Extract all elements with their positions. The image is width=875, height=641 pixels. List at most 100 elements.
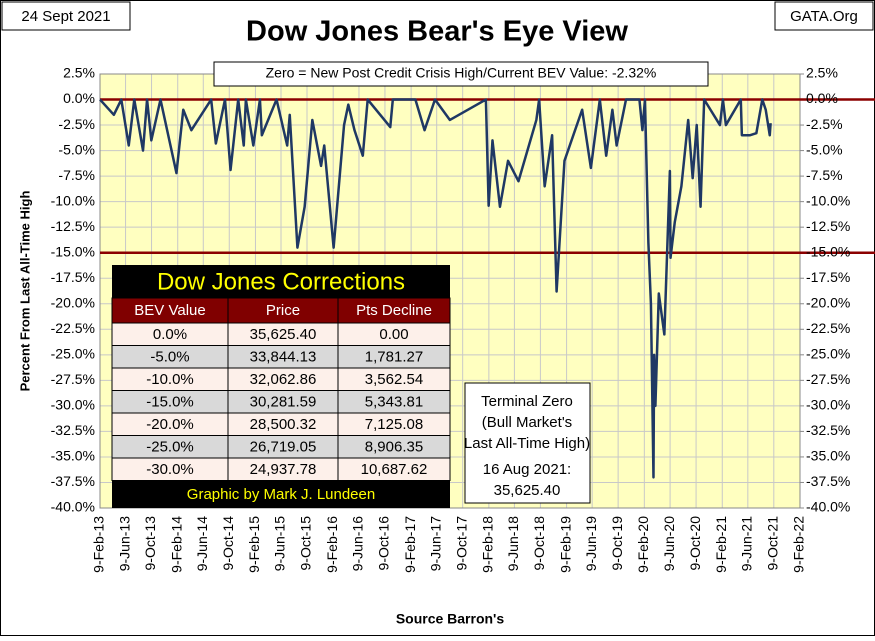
y2-tick-label: -17.5%	[806, 269, 850, 285]
table-cell-text: 0.00	[379, 326, 408, 343]
y-tick-label: 2.5%	[63, 65, 95, 81]
table-cell-text: 26,719.05	[250, 439, 317, 456]
x-tick-label: 9-Jun-19	[583, 516, 599, 571]
y-tick-label: 0.0%	[63, 90, 95, 106]
terminal-note: Terminal Zero	[481, 393, 573, 410]
y-tick-label: -32.5%	[51, 422, 95, 438]
table-cell-text: 32,062.86	[250, 371, 317, 388]
table-header: Pts Decline	[356, 302, 432, 319]
table-header: BEV Value	[134, 302, 205, 319]
y-tick-label: -15.0%	[51, 243, 95, 259]
y2-tick-label: -40.0%	[806, 499, 850, 515]
x-tick-label: 9-Feb-21	[713, 516, 729, 573]
y2-tick-label: -25.0%	[806, 346, 850, 362]
y2-tick-label: -7.5%	[806, 167, 843, 183]
y-tick-label: -40.0%	[51, 499, 95, 515]
y-tick-label: -2.5%	[58, 116, 95, 132]
y2-tick-label: -32.5%	[806, 422, 850, 438]
table-header: Price	[266, 302, 300, 319]
table-header-bg	[112, 298, 450, 323]
date-box	[1, 1, 131, 31]
x-tick-label: 9-Feb-15	[246, 516, 262, 573]
y-tick-label: -37.5%	[51, 473, 95, 489]
y-tick-label: -17.5%	[51, 269, 95, 285]
x-tick-label: 9-Feb-16	[324, 516, 340, 573]
x-tick-label: 9-Jun-17	[427, 516, 443, 571]
date-note: 16 Aug 2021:	[483, 461, 571, 478]
source-box	[774, 1, 874, 31]
source-label: GATA.Org	[790, 8, 858, 25]
x-tick-label: 9-Oct-14	[220, 516, 236, 571]
table-cell-text: -30.0%	[146, 461, 194, 478]
y-tick-label: -27.5%	[51, 371, 95, 387]
y2-tick-label: 2.5%	[806, 65, 838, 81]
table-title-bg	[112, 265, 450, 298]
x-tick-label: 9-Feb-13	[91, 516, 107, 573]
y-tick-label: -10.0%	[51, 192, 95, 208]
table-cell-text: 5,343.81	[365, 394, 423, 411]
table-cell-text: 24,937.78	[250, 461, 317, 478]
x-tick-label: 9-Jun-16	[350, 516, 366, 571]
y-tick-label: -12.5%	[51, 218, 95, 234]
table-cell-text: -15.0%	[146, 394, 194, 411]
x-tick-label: 9-Feb-20	[635, 516, 651, 573]
x-tick-label: 9-Oct-18	[531, 516, 547, 571]
x-tick-label: 9-Jun-13	[116, 516, 132, 571]
subtitle: Zero = New Post Credit Crisis High/Curre…	[266, 65, 657, 81]
terminal-note: (Bull Market's	[482, 414, 572, 431]
y2-tick-label: -22.5%	[806, 320, 850, 336]
table-cell-text: 7,125.08	[365, 416, 423, 433]
y2-tick-label: -12.5%	[806, 218, 850, 234]
x-tick-label: 9-Oct-17	[453, 516, 469, 571]
y2-tick-label: -30.0%	[806, 397, 850, 413]
table-cell-text: 0.0%	[153, 326, 187, 343]
x-axis-label: Source Barron's	[396, 611, 505, 627]
marks	[99, 98, 772, 479]
table-cell-text: 33,844.13	[250, 349, 317, 366]
x-tick-label: 9-Oct-16	[376, 516, 392, 571]
y2-tick-label: -37.5%	[806, 473, 850, 489]
x-tick-label: 9-Jun-21	[739, 516, 755, 571]
table-cell-text: -5.0%	[150, 349, 189, 366]
table-cell-text: 10,687.62	[361, 461, 428, 478]
series-line	[99, 98, 772, 479]
table-cell-text: -25.0%	[146, 439, 194, 456]
x-tick-label: 9-Feb-17	[402, 516, 418, 573]
chart-title: Dow Jones Bear's Eye View	[246, 16, 628, 48]
y-tick-label: -22.5%	[51, 320, 95, 336]
x-tick-label: 9-Oct-20	[687, 516, 703, 571]
y2-tick-label: -20.0%	[806, 294, 850, 310]
x-tick-label: 9-Jun-20	[661, 516, 677, 571]
table-cell-text: 35,625.40	[250, 326, 317, 343]
x-tick-label: 9-Feb-19	[557, 516, 573, 573]
y-tick-label: -25.0%	[51, 346, 95, 362]
table-title: Dow Jones Corrections	[157, 268, 405, 295]
y2-tick-label: -10.0%	[806, 192, 850, 208]
table-cell-text: -10.0%	[146, 371, 194, 388]
y-tick-label: -20.0%	[51, 294, 95, 310]
x-tick-label: 9-Jun-18	[505, 516, 521, 571]
table-cell-text: 28,500.32	[250, 416, 317, 433]
table: Dow Jones Corrections BEV Value Price Pts D…	[111, 265, 451, 508]
table-footer: Graphic by Mark J. Lundeen	[187, 486, 375, 503]
y2-tick-label: -2.5%	[806, 116, 843, 132]
notes: Terminal Zero (Bull Market's Last All-Time…	[464, 393, 590, 499]
y-tick-label: -7.5%	[58, 167, 95, 183]
note-box	[464, 382, 591, 504]
y-tick-label: -35.0%	[51, 448, 95, 464]
y2-tick-label: -35.0%	[806, 448, 850, 464]
y2-tick-label: 0.0%	[806, 90, 838, 106]
x-tick-label: 9-Oct-13	[142, 516, 158, 571]
date-note: 35,625.40	[494, 482, 561, 499]
x-tick-label: 9-Feb-18	[480, 516, 496, 573]
x-tick-label: 9-Oct-15	[298, 516, 314, 571]
subtitle-box	[213, 61, 709, 87]
y-tick-label: -5.0%	[58, 141, 95, 157]
y-tick-label: -30.0%	[51, 397, 95, 413]
table-cell-text: 8,906.35	[365, 439, 423, 456]
table-cell-text: -20.0%	[146, 416, 194, 433]
x-tick-label: 9-Oct-19	[609, 516, 625, 571]
x-tick-label: 9-Jun-14	[194, 516, 210, 571]
x-tick-label: 9-Jun-15	[272, 516, 288, 571]
